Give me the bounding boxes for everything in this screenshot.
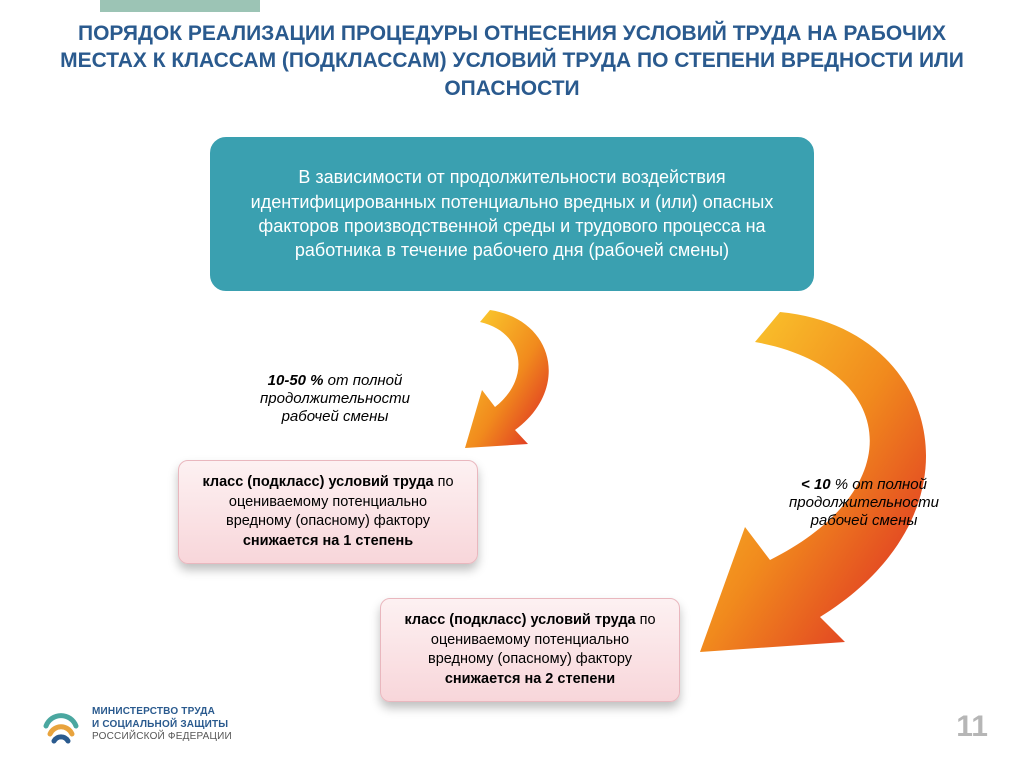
footer-logo: МИНИСТЕРСТВО ТРУДА И СОЦИАЛЬНОЙ ЗАЩИТЫ Р… [40,704,232,746]
accent-bar [100,0,260,12]
branch1-label: 10-50 % от полной продолжительности рабо… [230,372,440,426]
branch2-box: класс (подкласс) условий труда по оценив… [380,598,680,702]
footer-line2: И СОЦИАЛЬНОЙ ЗАЩИТЫ [92,719,228,730]
branch1-bold1: класс (подкласс) условий труда [202,474,433,490]
arrow-small [420,310,580,480]
branch2-label: < 10 % от полной продолжительности рабоч… [759,476,969,530]
slide-title: ПОРЯДОК РЕАЛИЗАЦИИ ПРОЦЕДУРЫ ОТНЕСЕНИЯ У… [40,20,984,102]
ministry-logo-icon [40,704,82,746]
branch1-box: класс (подкласс) условий труда по оценив… [178,460,478,564]
slide: ПОРЯДОК РЕАЛИЗАЦИИ ПРОЦЕДУРЫ ОТНЕСЕНИЯ У… [0,0,1024,768]
branch2-bold2: снижается на 2 степени [445,671,615,687]
intro-text: В зависимости от продолжительности возде… [234,165,790,262]
branch2-bold1: класс (подкласс) условий труда [404,612,635,628]
page-number: 11 [956,710,988,744]
branch1-percent: 10-50 % [268,372,324,389]
intro-box: В зависимости от продолжительности возде… [208,135,816,293]
branch1-bold2: снижается на 1 степень [243,533,413,549]
footer-line1: МИНИСТЕРСТВО ТРУДА [92,706,215,717]
footer-line3: РОССИЙСКОЙ ФЕДЕРАЦИИ [92,731,232,744]
ministry-logo-text: МИНИСТЕРСТВО ТРУДА И СОЦИАЛЬНОЙ ЗАЩИТЫ Р… [92,706,232,744]
branch2-percent: < 10 [801,476,835,493]
